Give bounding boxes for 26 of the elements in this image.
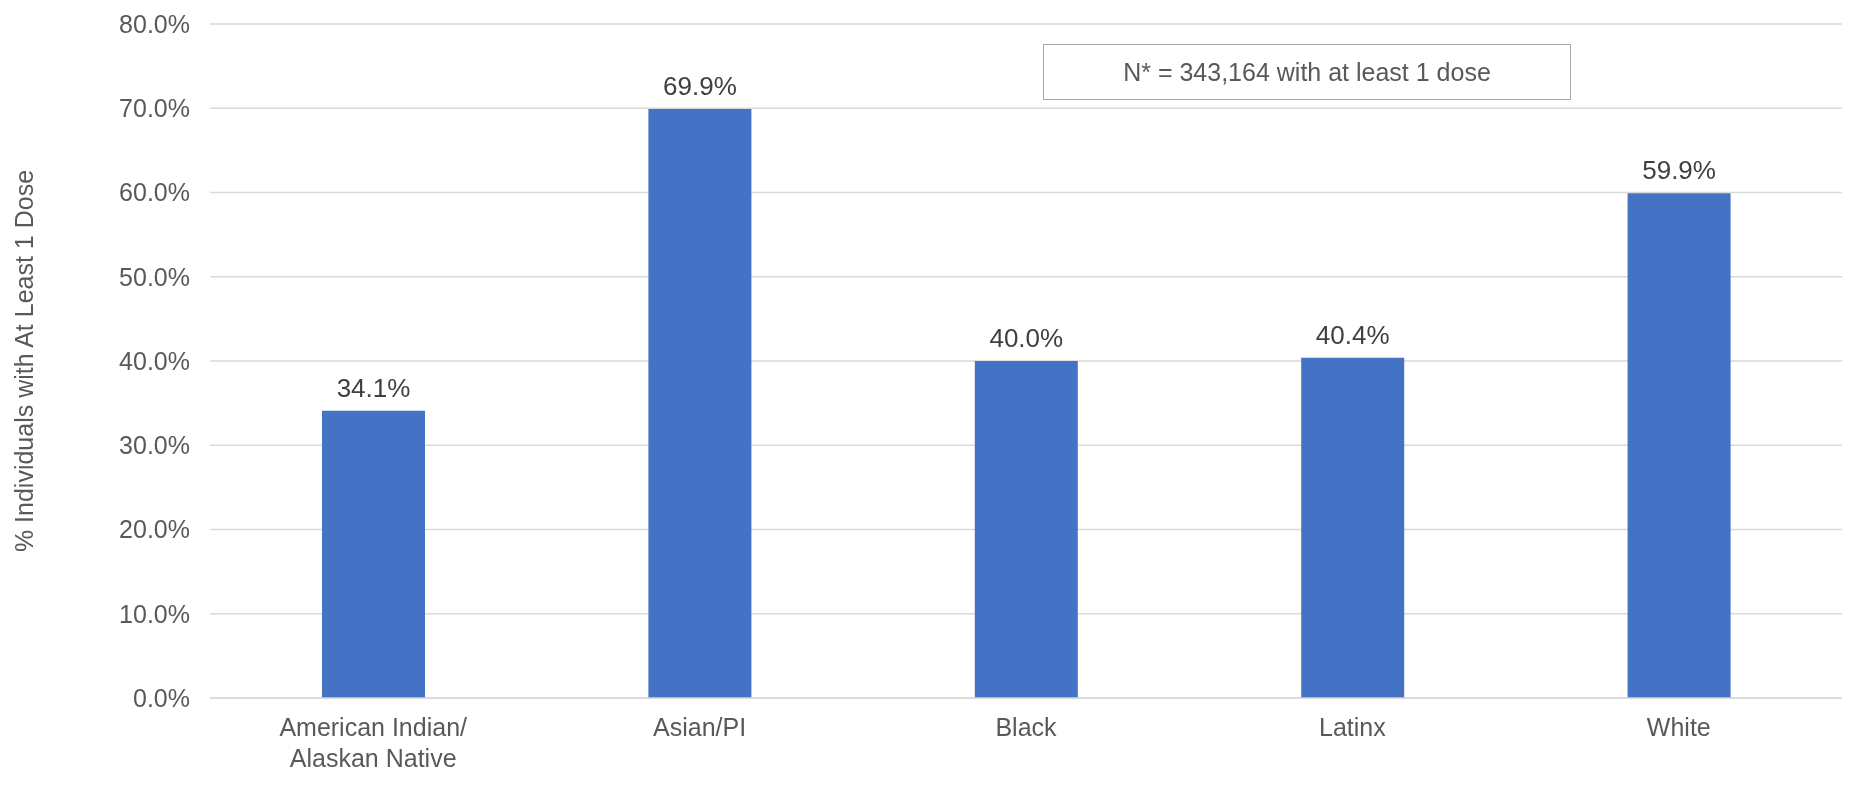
x-tick-label: Asian/PI	[653, 713, 747, 741]
bar	[322, 410, 425, 698]
data-label: 40.0%	[989, 323, 1064, 353]
y-tick-label: 40.0%	[119, 346, 190, 375]
x-tick-label: American Indian/ Alaskan Native	[279, 713, 468, 772]
x-tick-label: Latinx	[1319, 713, 1387, 741]
y-tick-label: 50.0%	[119, 262, 190, 291]
data-label: 59.9%	[1642, 155, 1716, 186]
data-label: 34.1%	[336, 372, 411, 403]
y-axis-title: % Individuals with At Least 1 Dose	[9, 169, 38, 553]
y-tick-label: 10.0%	[119, 599, 190, 628]
data-label: 40.4%	[1315, 319, 1390, 350]
y-tick-label: 0.0%	[133, 683, 190, 712]
x-tick-label: Black	[995, 713, 1058, 741]
y-tick-label: 30.0%	[119, 431, 190, 460]
annotation: N* = 343,164 with at least 1 dose	[1123, 57, 1491, 87]
bar	[1301, 357, 1405, 698]
bar	[648, 109, 752, 698]
y-tick-label: 70.0%	[119, 94, 190, 123]
data-label: 69.9%	[663, 71, 737, 102]
bar	[1627, 193, 1731, 698]
bar	[974, 361, 1078, 698]
y-tick-label: 60.0%	[119, 178, 190, 207]
x-tick-label: White	[1646, 713, 1711, 741]
y-tick-label: 20.0%	[119, 515, 190, 544]
y-tick-label: 80.0%	[119, 9, 190, 38]
